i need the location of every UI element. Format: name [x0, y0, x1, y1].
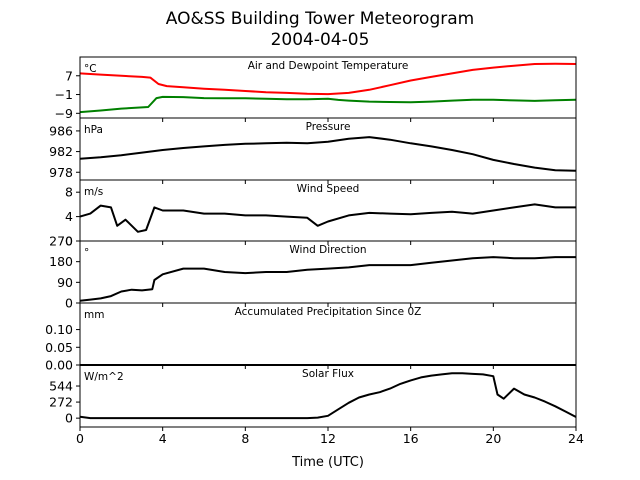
series-line-wind_speed-0	[79, 203, 576, 233]
y-tick-label-solar-0: 544	[49, 379, 73, 394]
y-tick-label-precip-2: 0.00	[45, 358, 73, 373]
y-tick-label-wind_dir-0: 270	[49, 234, 73, 249]
series-line-solar-0	[79, 372, 577, 420]
panel-precip: 0.10 0.05 0.00 Accumulated Precipitation Si…	[45, 302, 577, 373]
y-tick-label-precip-0: 0.10	[45, 322, 73, 337]
panel-title-solar: Solar Flux	[302, 368, 354, 380]
panel-title-temp: Air and Dewpoint Temperature	[248, 60, 409, 72]
y-tick-label-wind_speed-0: 8	[65, 185, 73, 200]
y-tick-label-wind_dir-1: 180	[49, 254, 73, 269]
y-tick-label-pressure-0: 986	[49, 123, 73, 138]
unit-label-pressure: hPa	[84, 124, 103, 136]
series-line-temp-1	[79, 95, 577, 114]
y-tick-label-solar-2: 0	[65, 411, 73, 426]
chart-title: AO&SS Building Tower Meteorogram	[166, 9, 474, 29]
y-tick-label-temp-2: −9	[55, 106, 73, 121]
x-tick-label-5: 20	[485, 431, 501, 446]
unit-label-solar: W/m^2	[84, 371, 124, 383]
panel-title-wind_speed: Wind Speed	[297, 183, 360, 195]
series-line-wind_dir-0	[79, 256, 576, 302]
panel-wind_speed: 8 4 0 Wind Speed m/s	[65, 179, 577, 249]
panel-title-precip: Accumulated Precipitation Since 0Z	[235, 306, 422, 318]
x-tick-label-6: 24	[568, 431, 584, 446]
y-tick-label-wind_speed-1: 4	[65, 209, 73, 224]
chart-subtitle: 2004-04-05	[271, 30, 370, 50]
unit-label-temp: °C	[84, 63, 97, 75]
panel-title-pressure: Pressure	[306, 121, 351, 133]
y-tick-label-solar-1: 272	[49, 395, 73, 410]
y-tick-label-wind_speed-2: 0	[65, 234, 73, 249]
y-tick-label-pressure-1: 982	[49, 144, 73, 159]
series-line-pressure-0	[79, 136, 577, 172]
y-tick-label-wind_dir-2: 90	[57, 275, 73, 290]
unit-label-wind_dir: °	[84, 247, 89, 259]
panel-temp: 7 −1 −9 Air and Dewpoint Temperature °C	[55, 56, 577, 122]
panel-pressure: 986 982 978 Pressure hPa	[49, 117, 577, 184]
unit-label-precip: mm	[84, 309, 104, 321]
x-tick-label-0: 0	[76, 431, 84, 446]
x-tick-label-4: 16	[403, 431, 419, 446]
x-axis-label: Time (UTC)	[291, 455, 364, 470]
x-axis: 0 4 8 12 16 20 24	[76, 431, 584, 446]
y-tick-label-temp-1: −1	[55, 87, 73, 102]
y-tick-label-precip-1: 0.05	[45, 340, 73, 355]
y-tick-label-pressure-2: 978	[49, 165, 73, 180]
x-tick-label-3: 12	[320, 431, 336, 446]
panel-title-wind_dir: Wind Direction	[289, 244, 366, 256]
panel-wind_dir: 270 180 90 0 Wind Direction °	[49, 234, 577, 311]
series-line-temp-0	[79, 62, 577, 96]
x-tick-label-2: 8	[241, 431, 249, 446]
unit-label-wind_speed: m/s	[84, 186, 103, 198]
y-tick-label-temp-0: 7	[65, 68, 73, 83]
y-tick-label-wind_dir-3: 0	[65, 296, 73, 311]
x-tick-label-1: 4	[159, 431, 167, 446]
